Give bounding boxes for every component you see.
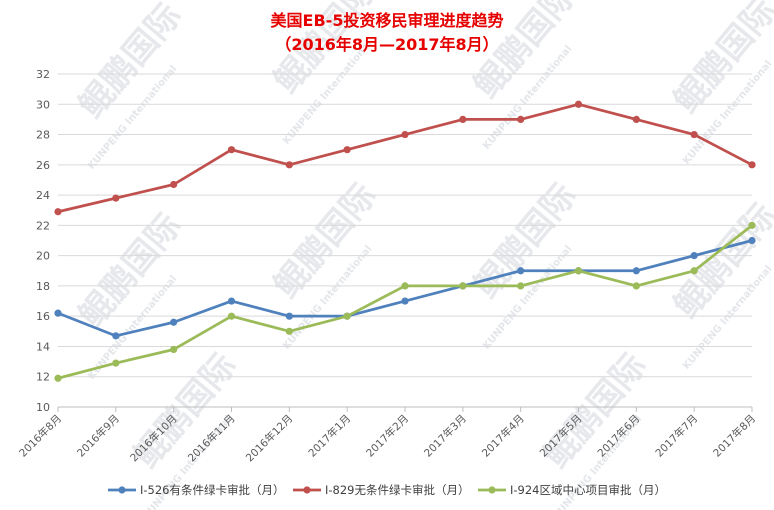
data-point bbox=[690, 252, 698, 260]
y-tick-label: 28 bbox=[36, 129, 50, 142]
chart-title: 美国EB-5投资移民审理进度趋势 bbox=[271, 11, 504, 30]
data-point bbox=[170, 345, 178, 354]
data-point bbox=[343, 146, 351, 154]
series-2 bbox=[54, 100, 756, 216]
y-tick-label: 16 bbox=[36, 310, 50, 323]
legend-label: I-526有条件绿卡审批（月） bbox=[140, 483, 285, 497]
legend-marker bbox=[118, 486, 126, 494]
x-tick-label: 2016年9月 bbox=[74, 412, 122, 460]
data-point bbox=[748, 221, 756, 229]
chart-subtitle: （2016年8月—2017年8月） bbox=[275, 35, 498, 54]
data-point bbox=[285, 327, 293, 335]
data-point bbox=[170, 180, 178, 189]
data-point bbox=[170, 318, 178, 326]
data-point bbox=[517, 115, 525, 124]
legend-label: I-829无条件绿卡审批（月） bbox=[325, 483, 470, 497]
series-layer bbox=[54, 100, 756, 382]
data-point bbox=[227, 312, 236, 320]
x-tick-label: 2017年2月 bbox=[363, 412, 411, 460]
x-tick-label: 2017年7月 bbox=[653, 412, 701, 460]
data-point bbox=[227, 146, 236, 154]
data-point bbox=[632, 282, 640, 290]
x-tick-label: 2017年8月 bbox=[710, 412, 758, 460]
data-point bbox=[632, 267, 640, 275]
x-tick-label: 2016年8月 bbox=[16, 412, 64, 460]
data-point bbox=[54, 374, 62, 382]
legend-marker bbox=[303, 486, 311, 494]
y-tick-label: 20 bbox=[36, 250, 50, 263]
data-point bbox=[459, 282, 467, 290]
data-point bbox=[748, 161, 756, 169]
y-tick-label: 12 bbox=[36, 371, 50, 384]
data-point bbox=[343, 312, 351, 320]
data-point bbox=[690, 130, 698, 139]
x-axis: 2016年8月 2016年9月 2016年10月 2016年11月 2016年12月 20… bbox=[16, 406, 758, 464]
data-point bbox=[401, 297, 409, 305]
watermark-text: 鲲鹏国际 bbox=[666, 196, 774, 326]
y-tick-label: 26 bbox=[36, 159, 50, 172]
data-point bbox=[517, 282, 525, 290]
series-1 bbox=[54, 236, 756, 340]
x-tick-label: 2017年4月 bbox=[479, 412, 527, 460]
legend-label: I-924区域中心项目审批（月） bbox=[510, 483, 666, 497]
data-point bbox=[401, 282, 409, 290]
y-tick-label: 24 bbox=[36, 189, 50, 202]
legend-item: I-924区域中心项目审批（月） bbox=[478, 483, 666, 497]
data-point bbox=[690, 267, 698, 275]
watermark-text: 鲲鹏国际 bbox=[666, 0, 774, 121]
y-tick-label: 14 bbox=[36, 340, 50, 353]
y-tick-label: 30 bbox=[36, 98, 50, 111]
y-tick-label: 10 bbox=[36, 401, 50, 414]
y-tick-label: 22 bbox=[36, 219, 50, 232]
x-tick-label: 2016年12月 bbox=[243, 412, 295, 464]
y-tick-label: 18 bbox=[36, 280, 50, 293]
data-point bbox=[517, 267, 525, 275]
watermark-text: 鲲鹏国际 bbox=[71, 0, 189, 126]
legend-item: I-829无条件绿卡审批（月） bbox=[293, 483, 470, 497]
data-point bbox=[54, 309, 62, 317]
data-point bbox=[459, 115, 467, 124]
data-point bbox=[112, 194, 120, 202]
y-tick-label: 32 bbox=[36, 68, 50, 81]
data-point bbox=[227, 297, 236, 305]
data-point bbox=[401, 130, 409, 139]
data-point bbox=[54, 208, 62, 216]
series-3 bbox=[54, 221, 756, 382]
legend-marker bbox=[488, 486, 496, 494]
data-point bbox=[748, 236, 756, 245]
x-tick-label: 2017年1月 bbox=[306, 412, 354, 460]
data-point bbox=[285, 312, 293, 320]
legend-item: I-526有条件绿卡审批（月） bbox=[108, 483, 285, 497]
y-axis: 10 12 14 16 18 20 22 24 26 28 30 32 bbox=[36, 68, 50, 414]
data-point bbox=[112, 332, 120, 340]
x-tick-label: 2017年3月 bbox=[421, 412, 469, 460]
data-point bbox=[285, 161, 293, 169]
data-point bbox=[632, 115, 640, 124]
data-point bbox=[574, 100, 583, 108]
data-point bbox=[574, 267, 583, 275]
legend: I-526有条件绿卡审批（月） I-829无条件绿卡审批（月） I-924区域中心项… bbox=[108, 483, 666, 497]
data-point bbox=[112, 359, 120, 367]
series-line bbox=[57, 102, 753, 214]
